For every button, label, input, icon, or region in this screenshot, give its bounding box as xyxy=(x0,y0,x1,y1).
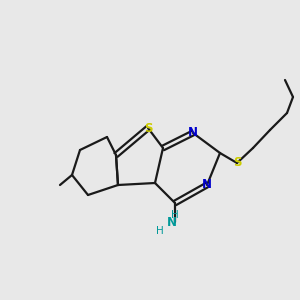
Text: S: S xyxy=(233,157,241,169)
Text: H: H xyxy=(171,209,179,220)
Text: N: N xyxy=(167,215,177,229)
Text: N: N xyxy=(188,127,198,140)
Text: N: N xyxy=(202,178,212,191)
Text: S: S xyxy=(144,122,152,134)
Text: H: H xyxy=(156,226,164,236)
